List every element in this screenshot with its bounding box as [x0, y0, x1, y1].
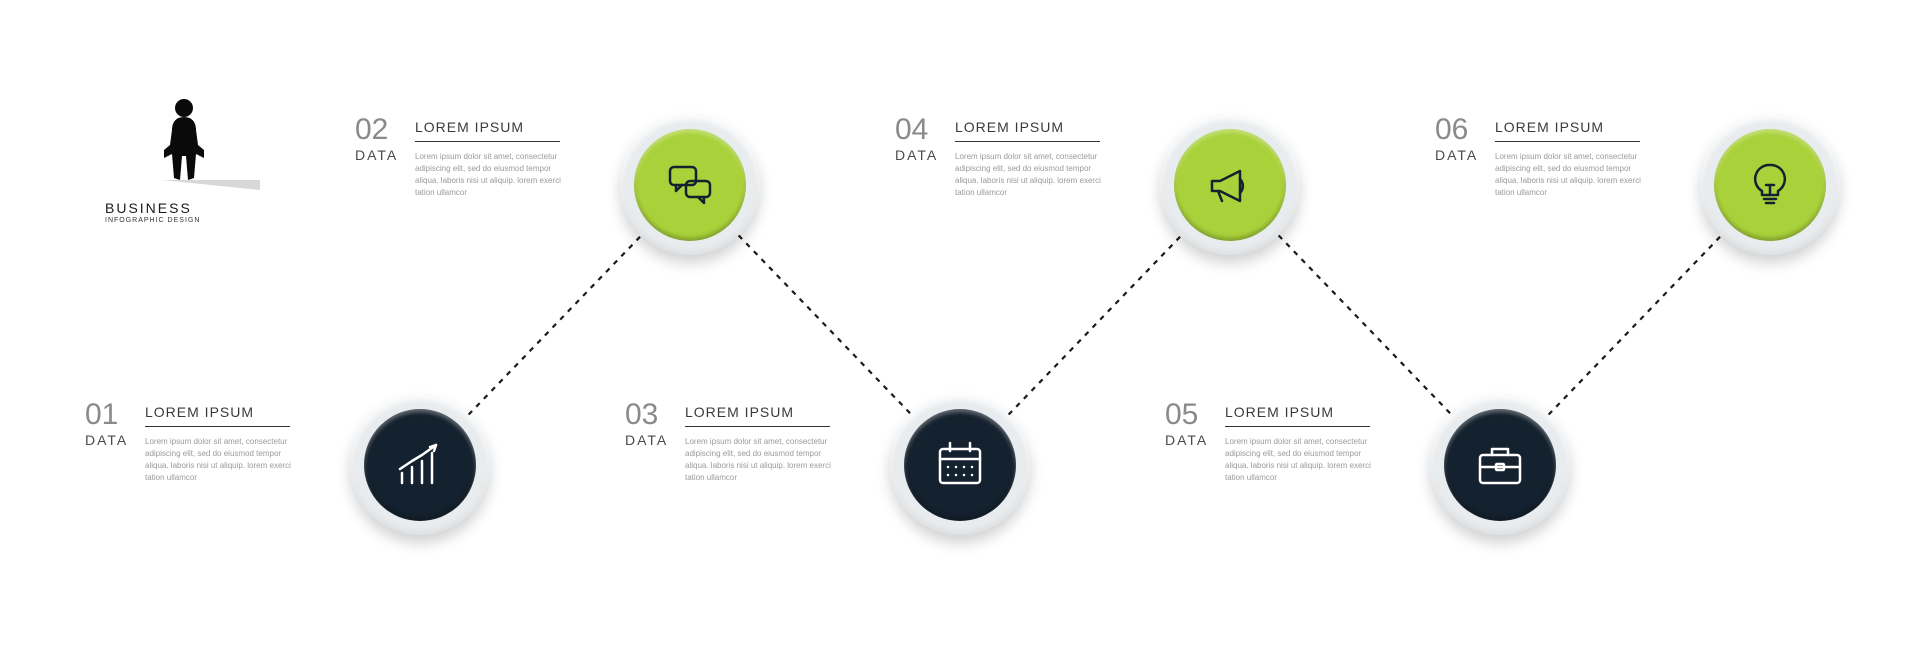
- step-node-05: [1430, 395, 1570, 535]
- growth-chart-icon: [392, 437, 448, 493]
- step-text-05: 05DATALOREM IPSUMLorem ipsum dolor sit a…: [1165, 400, 1365, 430]
- megaphone-icon: [1202, 157, 1258, 213]
- step-node-03: [890, 395, 1030, 535]
- connector-lines: [0, 0, 1920, 657]
- connector-4: [1279, 235, 1452, 414]
- step-divider: [955, 141, 1100, 142]
- briefcase-icon: [1472, 437, 1528, 493]
- chat-bubbles-icon: [662, 157, 718, 213]
- step-body: Lorem ipsum dolor sit amet, consectetur …: [415, 151, 565, 199]
- step-data-label: DATA: [1165, 432, 1208, 448]
- node-inner: [904, 409, 1016, 521]
- step-text-04: 04DATALOREM IPSUMLorem ipsum dolor sit a…: [895, 115, 1095, 145]
- step-title: LOREM IPSUM: [1225, 404, 1334, 420]
- step-divider: [415, 141, 560, 142]
- step-text-03: 03DATALOREM IPSUMLorem ipsum dolor sit a…: [625, 400, 825, 430]
- step-data-label: DATA: [1435, 147, 1478, 163]
- step-divider: [685, 426, 830, 427]
- connector-5: [1549, 235, 1722, 414]
- step-body: Lorem ipsum dolor sit amet, consectetur …: [1495, 151, 1645, 199]
- node-inner: [364, 409, 476, 521]
- step-node-02: [620, 115, 760, 255]
- step-text-01: 01DATALOREM IPSUMLorem ipsum dolor sit a…: [85, 400, 285, 430]
- step-body: Lorem ipsum dolor sit amet, consectetur …: [955, 151, 1105, 199]
- node-inner: [634, 129, 746, 241]
- step-data-label: DATA: [85, 432, 128, 448]
- node-inner: [1444, 409, 1556, 521]
- step-node-04: [1160, 115, 1300, 255]
- businessman-icon: [140, 90, 260, 200]
- connector-3: [1009, 235, 1182, 414]
- step-title: LOREM IPSUM: [1495, 119, 1604, 135]
- step-title: LOREM IPSUM: [955, 119, 1064, 135]
- infographic-canvas: BUSINESS INFOGRAPHIC DESIGN 01DATALOREM …: [0, 0, 1920, 657]
- step-node-06: [1700, 115, 1840, 255]
- step-body: Lorem ipsum dolor sit amet, consectetur …: [685, 436, 835, 484]
- step-title: LOREM IPSUM: [415, 119, 524, 135]
- connector-1: [469, 235, 642, 414]
- step-divider: [145, 426, 290, 427]
- step-text-02: 02DATALOREM IPSUMLorem ipsum dolor sit a…: [355, 115, 555, 145]
- step-divider: [1495, 141, 1640, 142]
- node-inner: [1714, 129, 1826, 241]
- lightbulb-icon: [1742, 157, 1798, 213]
- step-body: Lorem ipsum dolor sit amet, consectetur …: [145, 436, 295, 484]
- logo-title: BUSINESS: [105, 200, 192, 216]
- step-divider: [1225, 426, 1370, 427]
- step-node-01: [350, 395, 490, 535]
- step-data-label: DATA: [895, 147, 938, 163]
- step-title: LOREM IPSUM: [145, 404, 254, 420]
- step-data-label: DATA: [355, 147, 398, 163]
- logo-subtitle: INFOGRAPHIC DESIGN: [105, 217, 200, 224]
- calendar-icon: [932, 437, 988, 493]
- step-body: Lorem ipsum dolor sit amet, consectetur …: [1225, 436, 1375, 484]
- step-title: LOREM IPSUM: [685, 404, 794, 420]
- node-inner: [1174, 129, 1286, 241]
- step-data-label: DATA: [625, 432, 668, 448]
- connector-2: [739, 235, 912, 414]
- step-text-06: 06DATALOREM IPSUMLorem ipsum dolor sit a…: [1435, 115, 1635, 145]
